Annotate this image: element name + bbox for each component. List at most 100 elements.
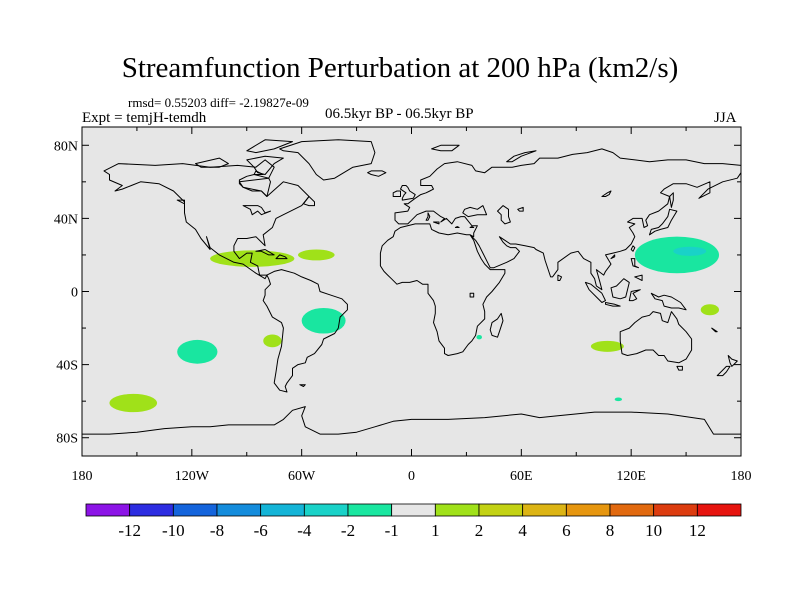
anomaly-caribbean-positive — [298, 249, 335, 261]
experiment-label: Expt = temjH-temdh — [82, 110, 207, 126]
lon-label: 180 — [72, 469, 93, 484]
coastline-britain — [400, 185, 416, 201]
lake-lake-victoria — [469, 292, 475, 298]
colorbar-swatch — [653, 503, 698, 517]
coastline-newfoundland — [303, 196, 315, 207]
rmsd-diff-stats: rmsd= 0.55203 diff= -2.19827e-09 — [128, 95, 309, 110]
coastline-australia — [619, 311, 693, 364]
coastline-svalbard — [431, 144, 460, 152]
colorbar-swatch — [129, 503, 174, 517]
colorbar-label: 12 — [689, 521, 706, 540]
coastline-antarctica — [82, 406, 741, 456]
anomaly-mozambique-negative — [476, 335, 482, 340]
coastline-new-guinea — [650, 292, 687, 311]
lon-label: 180 — [731, 469, 752, 484]
coastlines — [82, 139, 741, 456]
lat-label: 80S — [56, 432, 78, 447]
colorbar-label: 8 — [606, 521, 615, 540]
coastline-vancouver-island — [176, 199, 185, 205]
anomaly-west-pacific-negative — [634, 236, 720, 274]
coastline-sardinia-corsica — [425, 212, 431, 221]
coastline-hispaniola — [275, 254, 288, 260]
colorbar-swatch — [347, 503, 393, 517]
lake-black-sea — [462, 205, 488, 218]
colorbar-label: -6 — [254, 521, 268, 540]
coastline-iceland — [367, 170, 387, 177]
colorbar-label: -10 — [162, 521, 185, 540]
colorbar-swatch — [696, 503, 742, 517]
coastline-eurasia — [394, 148, 741, 291]
coastline-tasmania — [676, 365, 683, 371]
colorbar-swatch — [565, 503, 611, 517]
coastline-crete — [454, 226, 460, 228]
anomaly-argentina-positive — [263, 334, 282, 348]
coastline-cuba — [255, 249, 275, 256]
lake-caspian-sea — [497, 205, 511, 225]
lon-label: 60E — [510, 469, 533, 484]
lon-label: 0 — [408, 469, 415, 484]
coastline-sulawesi — [628, 289, 641, 302]
coastline-borneo — [610, 278, 630, 300]
lake-lake-baikal — [601, 190, 612, 197]
colorbar-label: 1 — [431, 521, 440, 540]
coastline-taiwan — [630, 245, 636, 252]
lon-label: 120E — [616, 469, 646, 484]
anomaly-regions — [109, 236, 720, 413]
colorbar-label: -8 — [210, 521, 224, 540]
coastline-southampton-island — [253, 170, 264, 175]
colorbar-swatch — [434, 503, 480, 517]
lat-label: 40N — [54, 212, 78, 227]
lake-hudson-bay — [238, 174, 271, 197]
colorbar-label: 4 — [518, 521, 527, 540]
colorbar-label: -1 — [385, 521, 399, 540]
colorbar-label: 2 — [475, 521, 484, 540]
colorbar-swatch — [172, 503, 218, 517]
period-label: 06.5kyr BP - 06.5kyr BP — [325, 106, 474, 122]
coastline-falklands — [299, 384, 306, 387]
coastline-victoria-island — [195, 157, 229, 168]
coastline-sri-lanka — [557, 274, 563, 281]
colorbar-swatch — [216, 503, 262, 517]
anomaly-indian-ocean-positive — [590, 340, 624, 352]
coastline-madagascar — [489, 312, 504, 338]
colorbar-swatch — [303, 503, 349, 517]
colorbar-swatch — [478, 503, 524, 517]
coastline-greenland — [279, 139, 376, 181]
lat-label: 80N — [54, 139, 78, 154]
colorbar-label: 10 — [645, 521, 662, 540]
coastline-sicily — [433, 221, 440, 225]
map-title: Streamfunction Perturbation at 200 hPa (… — [121, 52, 679, 84]
map-background — [82, 127, 741, 456]
coastline-africa — [379, 223, 506, 356]
coastline-south-america — [262, 269, 348, 393]
coastline-japan — [649, 208, 678, 236]
colorbar-swatch — [609, 503, 655, 517]
coastline-sumatra — [584, 281, 606, 303]
colorbar-swatch — [85, 503, 131, 517]
lake-aral-sea — [517, 206, 524, 212]
coastline-novaya-zemlya — [506, 150, 537, 163]
colorbar-swatch — [260, 503, 305, 517]
coastline-new-zealand-south — [716, 365, 731, 377]
colorbar: -12 -10 -8 -6 -4 -2 -1 1 2 4 6 8 10 12 — [85, 503, 742, 540]
coastline-cyprus — [469, 226, 475, 228]
lat-label: 40S — [56, 359, 78, 374]
anomaly-south-pacific-negative — [177, 339, 218, 364]
coastline-new-zealand-north — [727, 355, 738, 367]
colorbar-label: 6 — [562, 521, 571, 540]
coastline-hainan — [610, 254, 616, 260]
coastline-java — [605, 302, 621, 307]
anomaly-west-pacific-core — [673, 246, 707, 256]
coastline-new-caledonia — [711, 327, 718, 333]
coastline-philippines-mindanao — [634, 274, 643, 281]
lat-label: 0 — [71, 286, 78, 301]
axis-ticks: 80N 40N 0 40S 80S 180 120W 60W 0 60E 120E 180 — [54, 127, 752, 484]
coastline-sakhalin — [669, 192, 674, 208]
coastline-ireland — [392, 190, 401, 197]
anomaly-south-america-negative — [301, 307, 346, 334]
anomaly-melanesia-positive — [700, 304, 720, 316]
lake-great-lakes — [242, 205, 271, 216]
colorbar-swatch — [391, 503, 436, 517]
colorbar-swatch — [522, 503, 567, 517]
